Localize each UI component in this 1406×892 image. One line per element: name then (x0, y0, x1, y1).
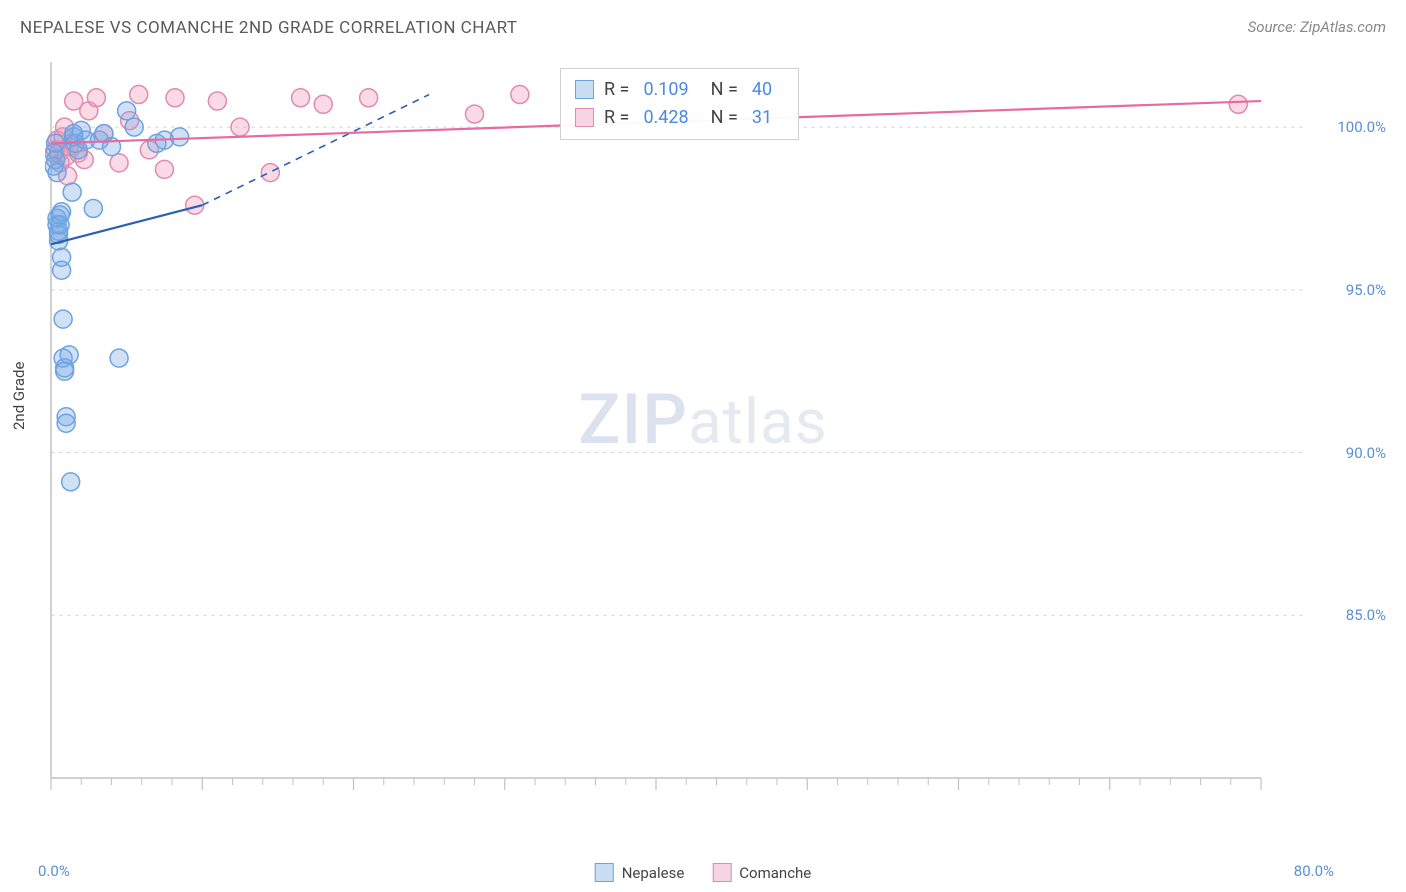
stat-r-value: 0.428 (643, 107, 688, 128)
swatch-icon (712, 863, 731, 882)
legend-bottom: Nepalese Comanche (595, 863, 812, 882)
y-tick-label: 85.0% (1346, 606, 1386, 624)
legend-row: R = 0.428 N = 31 (575, 103, 784, 131)
swatch-icon (575, 80, 594, 99)
y-tick-label: 90.0% (1346, 444, 1386, 462)
stat-n-value: 40 (752, 79, 772, 100)
legend-item-nepalese: Nepalese (595, 863, 685, 882)
legend-label: Nepalese (622, 864, 685, 882)
stat-n-label: N = (711, 79, 738, 100)
chart-title: NEPALESE VS COMANCHE 2ND GRADE CORRELATI… (20, 18, 518, 38)
stat-r-value: 0.109 (643, 79, 688, 100)
swatch-icon (575, 108, 594, 127)
stat-n-value: 31 (752, 107, 772, 128)
y-axis-label: 2nd Grade (10, 362, 28, 430)
stat-r-label: R = (604, 107, 629, 128)
chart-container: NEPALESE VS COMANCHE 2ND GRADE CORRELATI… (0, 0, 1406, 892)
stat-n-label: N = (711, 107, 738, 128)
legend-row: R = 0.109 N = 40 (575, 75, 784, 103)
legend-item-comanche: Comanche (712, 863, 811, 882)
y-tick-label: 95.0% (1346, 281, 1386, 299)
source-label: Source: ZipAtlas.com (1248, 18, 1386, 36)
scatter-plot (45, 50, 1305, 810)
swatch-icon (595, 863, 614, 882)
x-tick-end: 80.0% (1294, 862, 1334, 880)
correlation-legend: R = 0.109 N = 40 R = 0.428 N = 31 (560, 68, 799, 140)
legend-label: Comanche (739, 864, 811, 882)
stat-r-label: R = (604, 79, 629, 100)
y-tick-label: 100.0% (1337, 118, 1386, 136)
x-tick-start: 0.0% (38, 862, 70, 880)
